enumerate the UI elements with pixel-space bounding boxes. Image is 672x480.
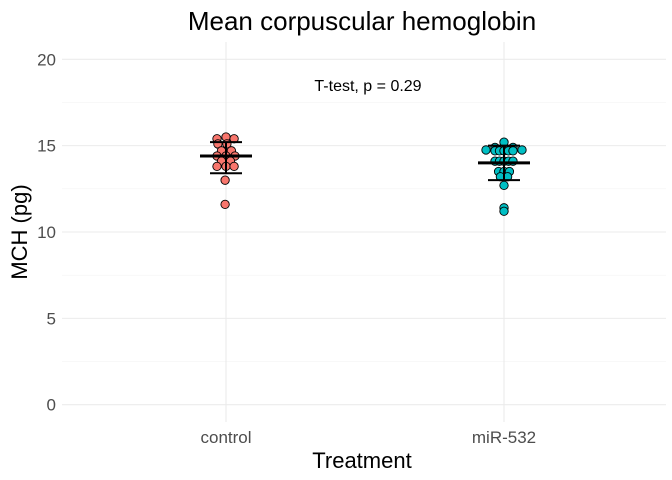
data-point <box>508 146 518 156</box>
y-tick-label: 20 <box>37 50 56 69</box>
chart-title: Mean corpuscular hemoglobin <box>188 6 536 36</box>
data-point <box>212 161 222 172</box>
tick-labels: 0 5 10 15 20 control miR-532 <box>37 50 536 447</box>
data-point <box>220 199 230 210</box>
data-point <box>517 145 527 155</box>
data-point <box>220 175 230 185</box>
data-point <box>229 161 239 172</box>
y-tick-label: 0 <box>47 396 56 415</box>
data-point <box>481 145 491 155</box>
grid <box>62 42 666 422</box>
x-tick-label: miR-532 <box>472 428 536 447</box>
x-tick-label: control <box>200 428 251 447</box>
data-point <box>499 206 509 216</box>
stat-annotation: T-test, p = 0.29 <box>314 78 421 95</box>
data-point <box>499 180 509 191</box>
y-tick-label: 15 <box>37 137 56 156</box>
y-axis-title: MCH (pg) <box>7 184 32 279</box>
x-axis-title: Treatment <box>312 448 411 473</box>
y-tick-label: 5 <box>47 309 56 328</box>
y-tick-label: 10 <box>37 223 56 242</box>
marks <box>200 132 530 216</box>
